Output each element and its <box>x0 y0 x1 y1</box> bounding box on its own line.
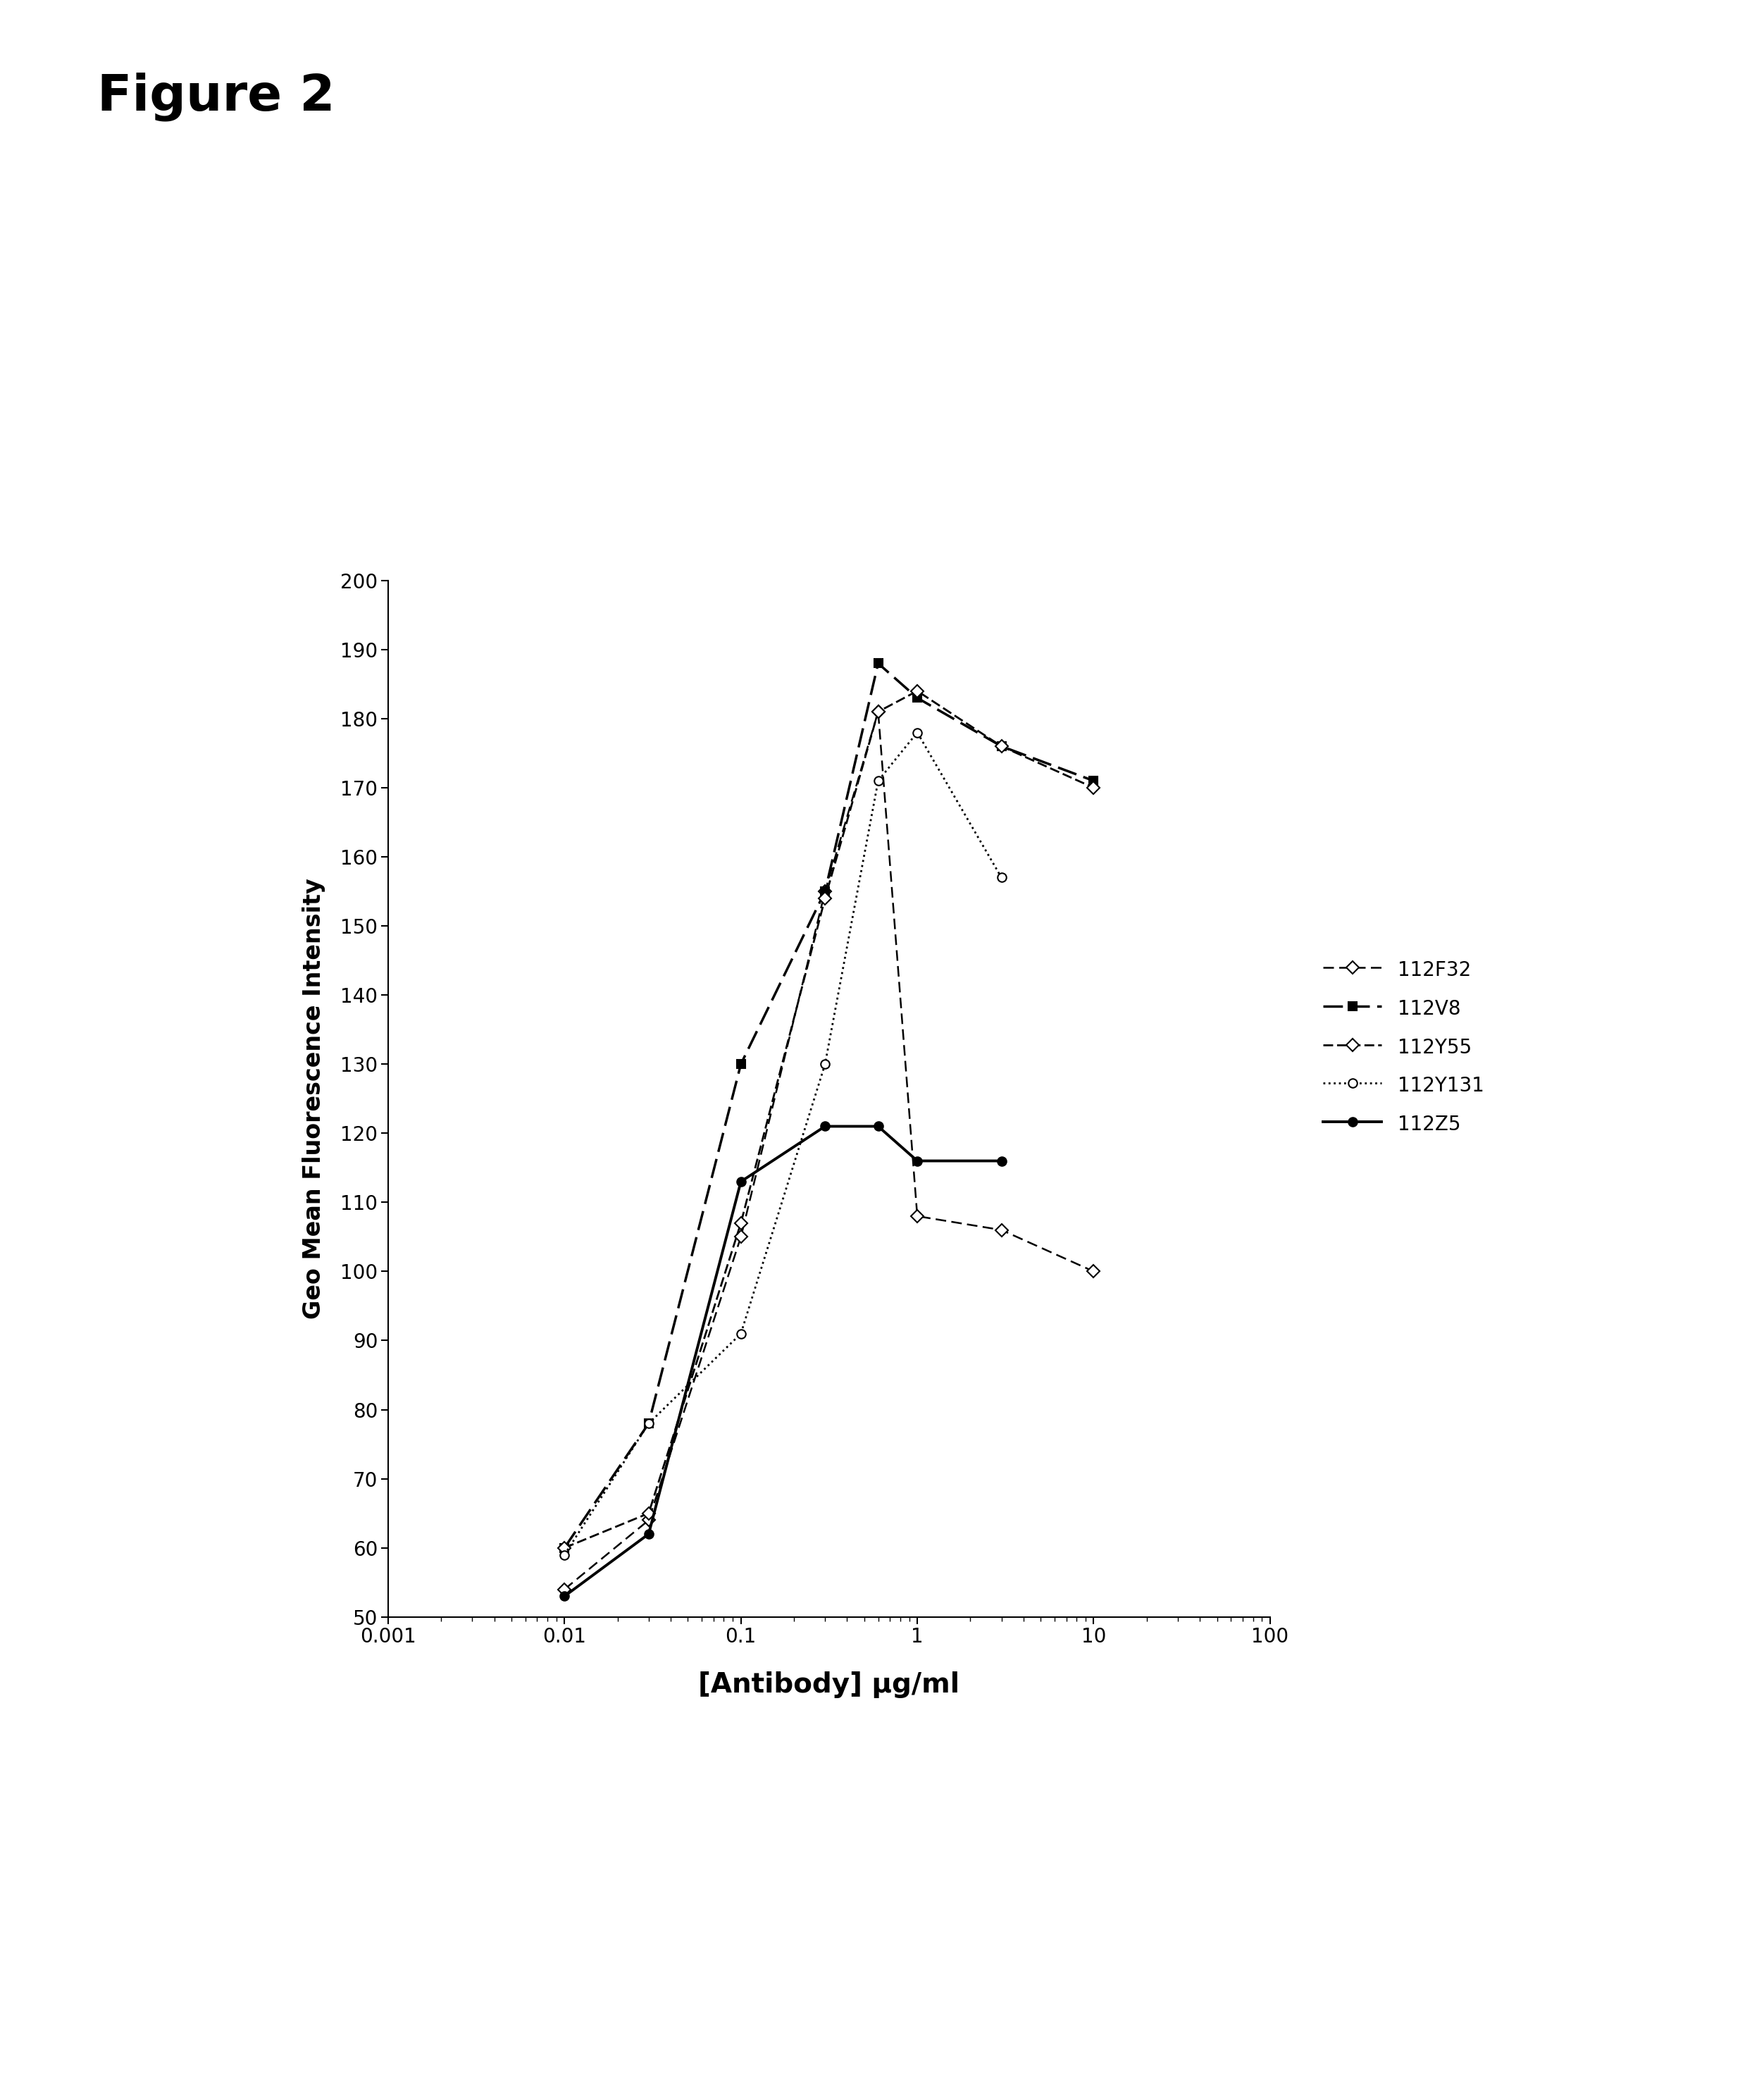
112F32 <box>639 1507 660 1532</box>
112F32 <box>815 879 836 904</box>
112Z5 <box>907 1148 928 1173</box>
112Y55 <box>815 885 836 910</box>
Line: 112Z5: 112Z5 <box>561 1121 1005 1600</box>
112V8 <box>554 1536 575 1561</box>
112F32 <box>991 1217 1013 1242</box>
Text: Figure 2: Figure 2 <box>97 73 335 122</box>
Line: 112V8: 112V8 <box>561 659 1097 1553</box>
112Y55 <box>1083 775 1104 800</box>
112V8 <box>815 879 836 904</box>
112Y131 <box>868 769 889 794</box>
112V8 <box>1083 769 1104 794</box>
112Y55 <box>730 1211 751 1236</box>
112Y55 <box>639 1501 660 1526</box>
Y-axis label: Geo Mean Fluorescence Intensity: Geo Mean Fluorescence Intensity <box>302 879 326 1318</box>
112F32 <box>1083 1258 1104 1283</box>
112V8 <box>991 734 1013 759</box>
112Z5 <box>815 1113 836 1138</box>
Line: 112Y131: 112Y131 <box>561 728 1005 1559</box>
112V8 <box>907 686 928 711</box>
112F32 <box>907 1204 928 1229</box>
112Y55 <box>868 699 889 723</box>
112Y131 <box>815 1051 836 1076</box>
112Z5 <box>554 1584 575 1609</box>
112Y131 <box>639 1412 660 1437</box>
112Z5 <box>868 1113 889 1138</box>
112Y55 <box>554 1536 575 1561</box>
Legend: 112F32, 112V8, 112Y55, 112Y131, 112Z5: 112F32, 112V8, 112Y55, 112Y131, 112Z5 <box>1316 952 1492 1142</box>
112Y131 <box>554 1542 575 1567</box>
112Y131 <box>730 1321 751 1345</box>
112Y131 <box>907 719 928 744</box>
112V8 <box>868 651 889 676</box>
112Z5 <box>730 1169 751 1194</box>
112F32 <box>730 1225 751 1250</box>
112Z5 <box>639 1522 660 1546</box>
X-axis label: [Antibody] µg/ml: [Antibody] µg/ml <box>699 1671 960 1698</box>
Line: 112Y55: 112Y55 <box>561 686 1097 1553</box>
112Y55 <box>907 678 928 703</box>
112Z5 <box>991 1148 1013 1173</box>
112Y131 <box>991 864 1013 889</box>
112V8 <box>730 1051 751 1076</box>
112F32 <box>554 1578 575 1602</box>
Line: 112F32: 112F32 <box>561 707 1097 1594</box>
112F32 <box>868 699 889 723</box>
112Y55 <box>991 734 1013 759</box>
112V8 <box>639 1412 660 1437</box>
